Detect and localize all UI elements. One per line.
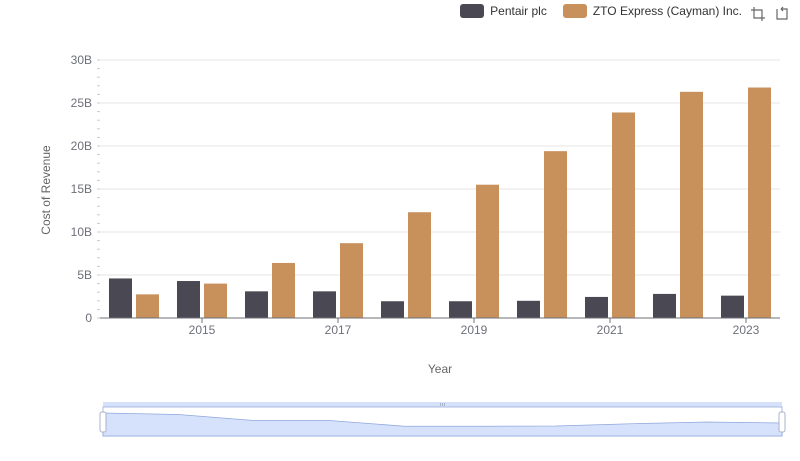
y-tick-label: 15B xyxy=(71,182,92,196)
bar-pentair-2021[interactable] xyxy=(585,296,608,318)
y-tick-label: 5B xyxy=(77,268,92,282)
bar-pentair-2023[interactable] xyxy=(721,295,744,318)
x-tick-label: 2023 xyxy=(733,323,760,337)
bar-zto-2023[interactable] xyxy=(748,87,771,319)
legend-swatch-pentair xyxy=(460,4,485,18)
bar-zto-2017[interactable] xyxy=(340,243,363,318)
bar-pentair-2019[interactable] xyxy=(449,301,472,318)
y-tick-label: 0 xyxy=(85,311,92,325)
bar-pentair-2018[interactable] xyxy=(381,301,404,318)
x-tick-label: 2019 xyxy=(461,323,488,337)
restore-icon[interactable] xyxy=(774,6,790,22)
legend-item-zto[interactable]: ZTO Express (Cayman) Inc. xyxy=(562,4,742,18)
y-tick-label: 25B xyxy=(71,96,92,110)
x-tick-label: 2017 xyxy=(325,323,352,337)
toolbox xyxy=(750,6,790,22)
bar-pentair-2016[interactable] xyxy=(245,291,268,318)
legend-label-zto: ZTO Express (Cayman) Inc. xyxy=(592,4,742,18)
y-axis-title: Cost of Revenue xyxy=(39,145,53,235)
bar-zto-2015[interactable] xyxy=(204,283,227,318)
bar-zto-2014[interactable] xyxy=(136,294,159,318)
x-tick-label: 2021 xyxy=(597,323,624,337)
zoom-handle-left[interactable] xyxy=(99,411,107,433)
bar-zto-2022[interactable] xyxy=(680,91,703,318)
zoom-handle-right[interactable] xyxy=(778,411,786,433)
legend: Pentair plc ZTO Express (Cayman) Inc. xyxy=(460,4,742,18)
y-axis-ticks: 0 5B 10B 15B 20B 25B 30B xyxy=(71,53,100,325)
zoom-select-icon[interactable] xyxy=(750,6,766,22)
data-zoom-slider[interactable] xyxy=(99,402,786,437)
bar-pentair-2020[interactable] xyxy=(517,300,540,318)
zoom-overview-area xyxy=(102,412,783,437)
bar-zto-2018[interactable] xyxy=(408,212,431,318)
bar-zto-2020[interactable] xyxy=(544,151,567,318)
bar-zto-2021[interactable] xyxy=(612,112,635,319)
y-tick-label: 10B xyxy=(71,225,92,239)
legend-label-pentair: Pentair plc xyxy=(490,4,547,18)
bar-zto-2016[interactable] xyxy=(272,262,295,318)
x-tick-label: 2015 xyxy=(189,323,216,337)
legend-item-pentair[interactable]: Pentair plc xyxy=(460,4,547,18)
x-axis-ticks: 2015 2017 2019 2021 2023 xyxy=(189,318,760,337)
x-axis-title: Year xyxy=(427,362,453,376)
y-tick-label: 30B xyxy=(71,53,92,67)
bar-pentair-2014[interactable] xyxy=(109,278,132,318)
y-tick-label: 20B xyxy=(71,139,92,153)
gridlines xyxy=(100,59,780,319)
bars xyxy=(109,87,771,319)
legend-swatch-zto xyxy=(562,4,587,18)
bar-zto-2019[interactable] xyxy=(476,184,499,318)
bar-pentair-2015[interactable] xyxy=(177,281,200,318)
bar-pentair-2022[interactable] xyxy=(653,293,676,318)
bar-pentair-2017[interactable] xyxy=(313,291,336,318)
